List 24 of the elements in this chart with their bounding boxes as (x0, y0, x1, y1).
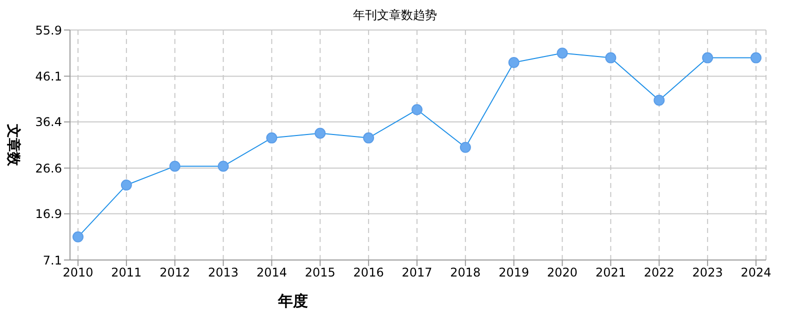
y-tick-label: 16.9 (35, 207, 62, 222)
x-tick-label: 2013 (208, 266, 239, 280)
x-tick-label: 2016 (353, 266, 384, 280)
y-tick-label: 46.1 (35, 69, 62, 84)
x-tick-label: 2017 (402, 266, 432, 280)
x-tick-label: 2015 (304, 266, 336, 280)
x-tick-label: 2021 (595, 266, 626, 280)
x-tick-label: 2024 (740, 266, 772, 280)
x-tick-label: 2018 (450, 266, 481, 280)
x-tick-label: 2012 (160, 266, 190, 280)
chart-title: 年刊文章数趋势 (352, 7, 438, 24)
x-tick-label: 2019 (498, 266, 530, 280)
x-axis-title: 年度 (278, 292, 308, 311)
y-tick-label: 55.9 (35, 23, 62, 38)
y-tick-label: 26.6 (35, 161, 62, 176)
y-axis-title: 文章数 (5, 123, 22, 167)
y-tick-label: 7.1 (42, 253, 62, 268)
x-tick-label: 2022 (644, 266, 674, 280)
x-tick-label: 2014 (256, 266, 287, 280)
x-tick-label: 2023 (692, 266, 723, 280)
x-tick-label: 2011 (111, 266, 142, 280)
x-tick-label: 2010 (62, 266, 94, 280)
x-tick-label: 2020 (547, 266, 578, 280)
y-tick-label: 36.4 (35, 115, 62, 130)
